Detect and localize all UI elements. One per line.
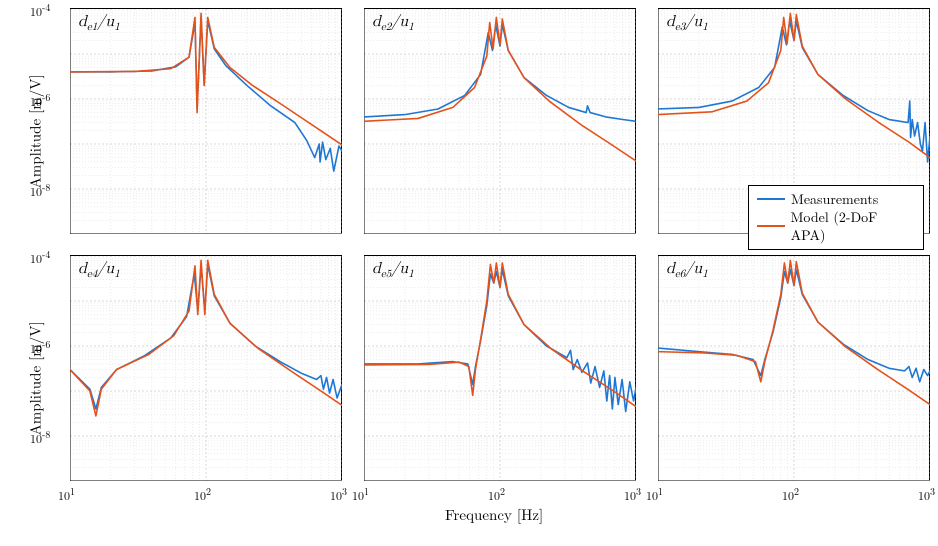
y-axis-label: Amplitude [m/V] xyxy=(25,58,46,188)
legend-label: Model (2-DoF APA) xyxy=(791,208,915,244)
subplot-5: de5/u1 xyxy=(364,255,636,480)
x-axis-label: Frequency [Hz] xyxy=(445,504,543,525)
xtick-label: 102 xyxy=(782,484,799,504)
subplot-6: de6/u1 xyxy=(658,255,930,480)
xtick-label: 101 xyxy=(352,484,369,504)
legend-label: Measurements xyxy=(791,190,878,208)
subplot-title: de2/u1 xyxy=(372,13,414,34)
legend-swatch xyxy=(757,198,785,200)
ytick-label: 10-4 xyxy=(30,247,64,267)
subplot-4: de4/u1 xyxy=(70,255,342,480)
xtick-label: 102 xyxy=(194,484,211,504)
subplot-2: de2/u1 xyxy=(364,8,636,233)
subplot-title: de4/u1 xyxy=(78,260,120,281)
legend-item: Model (2-DoF APA) xyxy=(757,208,915,244)
figure-grid: de1/u110-810-610-4Amplitude [m/V]de2/u1d… xyxy=(70,8,930,538)
ytick-label: 10-4 xyxy=(30,0,64,20)
legend-item: Measurements xyxy=(757,190,915,208)
xtick-label: 101 xyxy=(646,484,663,504)
xtick-label: 103 xyxy=(330,484,347,504)
subplot-title: de6/u1 xyxy=(666,260,708,281)
xtick-label: 102 xyxy=(488,484,505,504)
subplot-title: de1/u1 xyxy=(78,13,120,34)
subplot-title: de5/u1 xyxy=(372,260,414,281)
subplot-1: de1/u1 xyxy=(70,8,342,233)
xtick-label: 103 xyxy=(624,484,641,504)
legend-swatch xyxy=(757,225,785,227)
y-axis-label: Amplitude [m/V] xyxy=(25,305,46,435)
xtick-label: 103 xyxy=(918,484,935,504)
xtick-label: 101 xyxy=(58,484,75,504)
subplot-title: de3/u1 xyxy=(666,13,708,34)
legend: MeasurementsModel (2-DoF APA) xyxy=(748,185,924,250)
